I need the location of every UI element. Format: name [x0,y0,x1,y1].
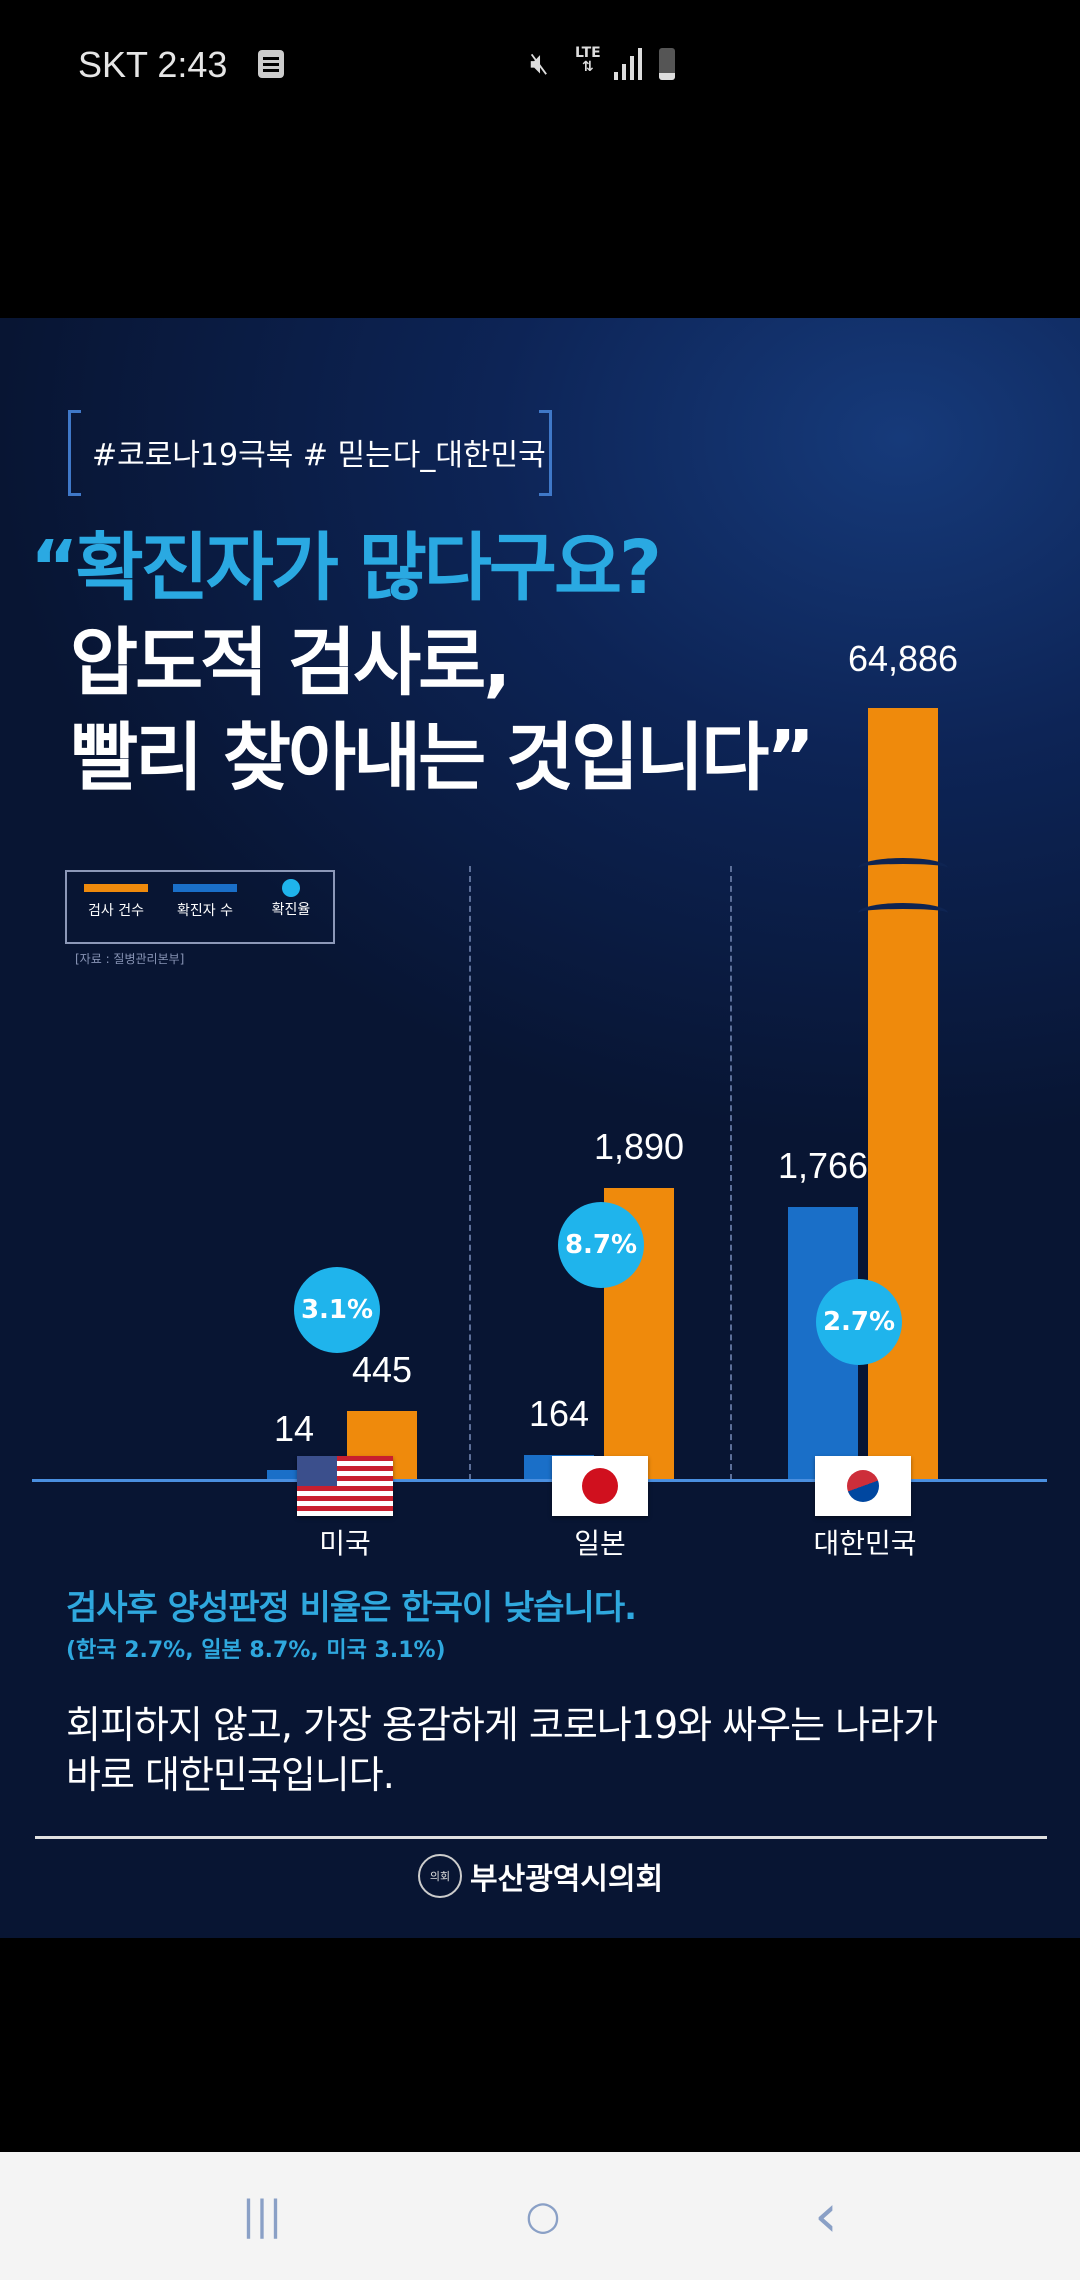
data-source: [자료 : 질병관리본부] [75,952,185,966]
carrier-time: SKT 2:43 [78,44,228,85]
notification-icon [258,50,284,78]
footer-divider [35,1836,1047,1839]
rate-bubble-japan: 8.7% [558,1202,644,1288]
country-label-korea: 대한민국 [813,1527,917,1560]
country-label-us: 미국 [319,1527,371,1560]
headline-line-3: 빨리 찾아내는 것입니다” [70,715,815,801]
subtitle-detail: (한국 2.7%, 일본 8.7%, 미국 3.1%) [66,1638,446,1663]
rate-bubble-us: 3.1% [294,1267,380,1353]
japan-flag-icon [552,1456,648,1516]
hashtags: #코로나19극복 # 믿는다_대한민국 [92,438,546,473]
chart-legend: 검사 건수 확진자 수 확진율 [65,870,335,944]
lte-icon: LTE ⇅ [575,45,601,75]
infographic: #코로나19극복 # 믿는다_대한민국 “확진자가 많다구요? 압도적 검사로,… [0,318,1080,1938]
hashtag-box: #코로나19극복 # 믿는다_대한민국 [68,410,552,496]
headline-line-1: “확진자가 많다구요? [30,525,662,611]
home-button[interactable]: ○ [525,2193,561,2239]
chart-baseline [32,1479,1047,1482]
legend-item-tests: 검사 건수 [81,884,151,920]
back-button[interactable]: ‹ [814,2181,838,2251]
subtitle: 검사후 양성판정 비율은 한국이 낮습니다. [66,1588,637,1628]
body-text-line-2: 바로 대한민국입니다. [66,1753,395,1797]
council-emblem-icon: 의회 [418,1854,462,1898]
label-cases-korea: 1,766 [777,1145,869,1187]
label-cases-japan: 164 [528,1392,590,1434]
legend-item-cases: 확진자 수 [167,884,243,920]
axis-break-mark [858,903,948,923]
body-text-line-1: 회피하지 않고, 가장 용감하게 코로나19와 싸우는 나라가 [66,1703,938,1747]
bar-tests-korea [868,708,938,1480]
publisher-logo: 의회 부산광역시의회 [418,1854,663,1898]
headline-line-2: 압도적 검사로, [70,620,511,706]
us-flag-icon [297,1456,393,1516]
korea-flag-icon [815,1456,911,1516]
divider-dashed [469,866,471,1480]
axis-break-mark [858,858,948,878]
signal-icon [614,48,644,80]
rate-bubble-korea: 2.7% [816,1279,902,1365]
label-tests-korea: 64,886 [847,638,959,679]
label-cases-us: 14 [273,1408,315,1449]
label-tests-japan: 1,890 [593,1125,685,1167]
navigation-bar: ||| ○ ‹ [0,2152,1080,2280]
publisher-name: 부산광역시의회 [470,1862,664,1897]
divider-dashed [730,866,732,1480]
battery-icon [659,48,675,80]
recent-apps-button[interactable]: ||| [241,2193,283,2239]
status-bar: SKT 2:43 🔇︎ LTE ⇅ [0,0,1080,130]
legend-item-rate: 확진율 [259,879,323,919]
label-tests-us: 445 [351,1349,413,1391]
country-label-japan: 일본 [574,1527,626,1560]
mute-icon: 🔇︎ [530,46,549,81]
